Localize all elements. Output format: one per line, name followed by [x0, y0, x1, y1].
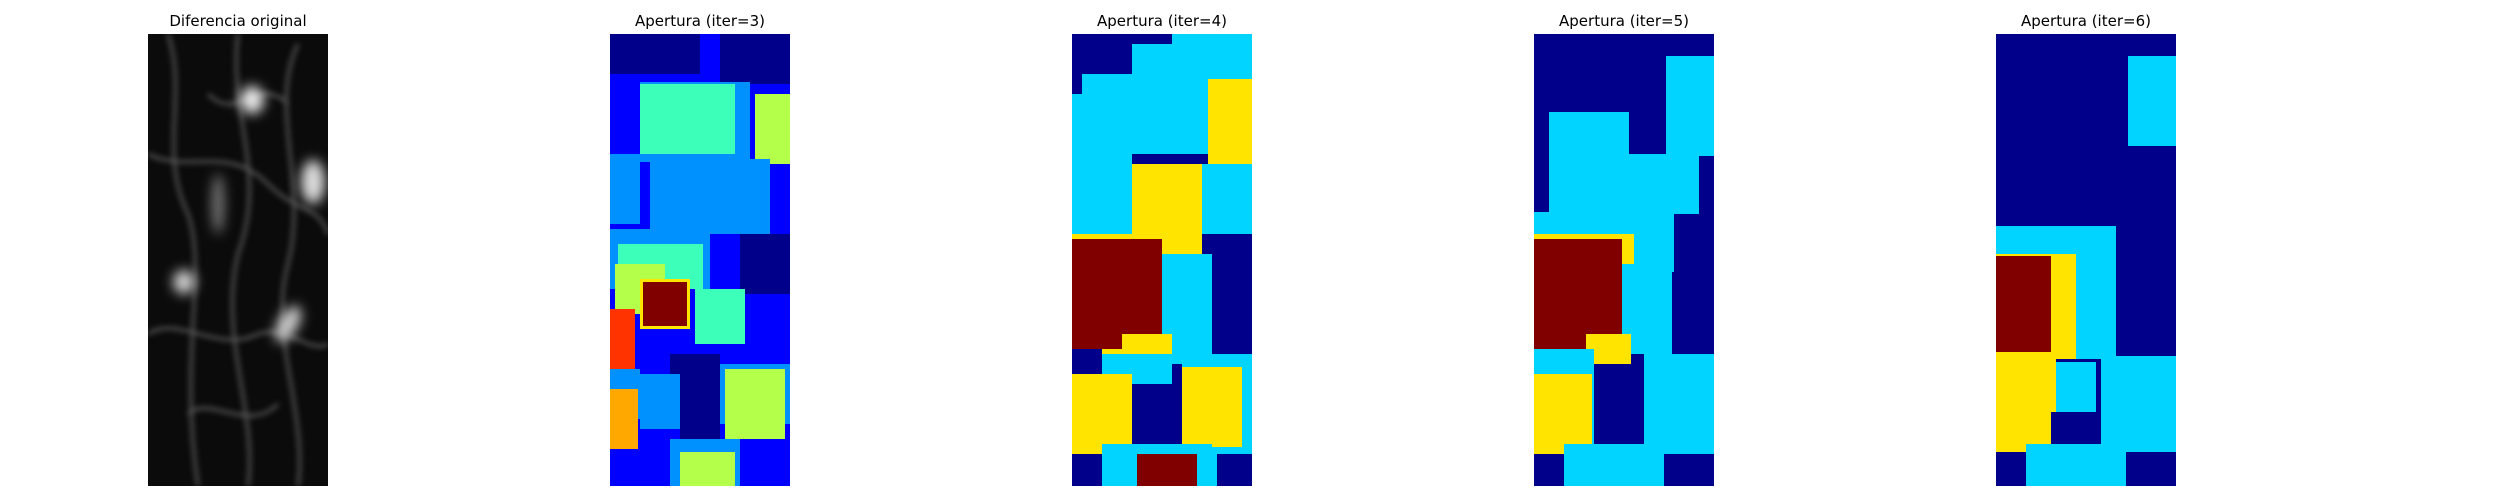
panel-title: Apertura (iter=3)	[635, 12, 765, 30]
label-map-iter-3	[610, 34, 790, 486]
label-map-iter-4	[1072, 34, 1252, 486]
panel-title: Apertura (iter=4)	[1097, 12, 1227, 30]
panel-iter-5: Apertura (iter=5)	[1424, 0, 1824, 500]
label-map-iter-5	[1534, 34, 1714, 486]
grayscale-image	[148, 34, 328, 486]
panel-title: Diferencia original	[169, 12, 307, 30]
label-map-iter-6	[1996, 34, 2176, 486]
panel-original: Diferencia original	[38, 0, 438, 500]
panel-title: Apertura (iter=6)	[2021, 12, 2151, 30]
panel-iter-4: Apertura (iter=4)	[962, 0, 1362, 500]
panel-title: Apertura (iter=5)	[1559, 12, 1689, 30]
panel-iter-3: Apertura (iter=3)	[500, 0, 900, 500]
panel-iter-6: Apertura (iter=6)	[1886, 0, 2286, 500]
